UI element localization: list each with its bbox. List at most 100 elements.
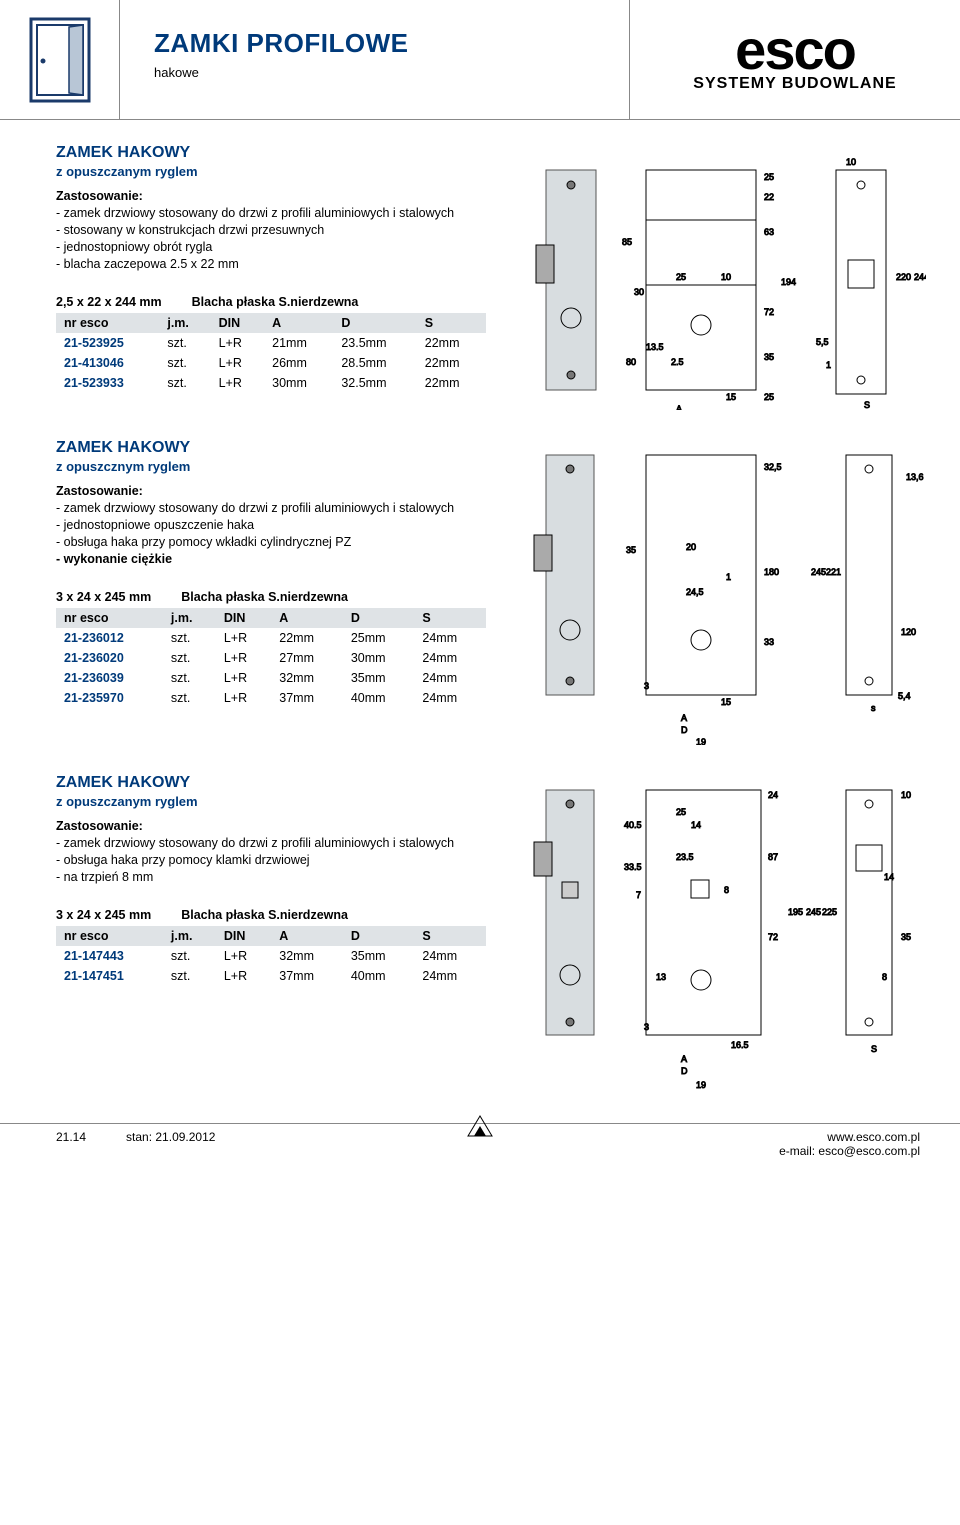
col-s: S	[417, 313, 486, 333]
svg-text:245: 245	[811, 567, 826, 577]
svg-text:194: 194	[781, 277, 796, 287]
cell: L+R	[216, 946, 271, 966]
cell: L+R	[216, 688, 271, 708]
cell: szt.	[159, 373, 210, 393]
svg-text:14: 14	[691, 820, 701, 830]
cell: L+R	[216, 668, 271, 688]
spec-dims: 2,5 x 22 x 244 mm	[56, 295, 162, 309]
sku: 21-235970	[56, 688, 163, 708]
svg-text:220: 220	[896, 272, 911, 282]
section-title: ZAMEK HAKOWY	[56, 774, 496, 792]
svg-text:14: 14	[884, 872, 894, 882]
door-icon-box	[0, 0, 120, 119]
table-row: 21-236012 szt. L+R 22mm 25mm 24mm	[56, 628, 486, 648]
bullet: - zamek drzwiowy stosowany do drzwi z pr…	[56, 835, 496, 852]
cell: 24mm	[414, 668, 486, 688]
bullet: - zamek drzwiowy stosowany do drzwi z pr…	[56, 500, 496, 517]
svg-text:25: 25	[764, 172, 774, 182]
svg-text:35: 35	[626, 545, 636, 555]
cell: 23.5mm	[333, 333, 416, 353]
cell: 21mm	[264, 333, 333, 353]
cell: szt.	[163, 966, 216, 986]
col-jm: j.m.	[159, 313, 210, 333]
spec-table: nr esco j.m. DIN A D S 21-236012 szt. L+…	[56, 608, 486, 708]
cell: L+R	[211, 353, 265, 373]
cell: 28.5mm	[333, 353, 416, 373]
spec-label: 3 x 24 x 245 mm Blacha płaska S.nierdzew…	[56, 590, 496, 604]
svg-text:19: 19	[696, 1080, 706, 1090]
cell: 35mm	[343, 668, 415, 688]
col-d: D	[333, 313, 416, 333]
svg-text:23.5: 23.5	[676, 852, 694, 862]
bullets: - zamek drzwiowy stosowany do drzwi z pr…	[56, 500, 496, 568]
diagram-area: 32,5 13,6 35 20 180 1 24,5 245 221 33 3 …	[526, 439, 926, 748]
svg-text:25: 25	[676, 807, 686, 817]
svg-text:3: 3	[644, 1022, 649, 1032]
svg-text:35: 35	[764, 352, 774, 362]
footer-email: e-mail: esco@esco.com.pl	[779, 1144, 920, 1158]
svg-text:1: 1	[826, 360, 831, 370]
cell: szt.	[163, 668, 216, 688]
header: ZAMKI PROFILOWE hakowe esco SYSTEMY BUDO…	[0, 0, 960, 120]
svg-text:63: 63	[764, 227, 774, 237]
logo-sub: SYSTEMY BUDOWLANE	[693, 75, 896, 93]
svg-text:10: 10	[721, 272, 731, 282]
cell: szt.	[159, 333, 210, 353]
spec-label: 3 x 24 x 245 mm Blacha płaska S.nierdzew…	[56, 908, 496, 922]
table-row: 21-523933 szt. L+R 30mm 32.5mm 22mm	[56, 373, 486, 393]
bullet: - obsługa haka przy pomocy wkładki cylin…	[56, 534, 496, 551]
footer-page: 21.14	[56, 1130, 86, 1158]
table-row: 21-147443 szt. L+R 32mm 35mm 24mm	[56, 946, 486, 966]
cell: 24mm	[414, 628, 486, 648]
cell: L+R	[216, 648, 271, 668]
cell: 40mm	[343, 966, 415, 986]
svg-text:10: 10	[846, 157, 856, 167]
col-nr: nr esco	[56, 313, 159, 333]
cell: 25mm	[343, 628, 415, 648]
col-din: DIN	[216, 926, 271, 946]
col-nr: nr esco	[56, 608, 163, 628]
svg-text:72: 72	[768, 932, 778, 942]
svg-text:A: A	[676, 404, 682, 410]
door-icon	[25, 15, 95, 105]
cell: 37mm	[271, 688, 343, 708]
cell: L+R	[216, 628, 271, 648]
diagram-area: 25 22 63 85 25 10 30 194 72 13.5 80 2.5	[526, 144, 926, 413]
svg-text:33.5: 33.5	[624, 862, 642, 872]
table-row: 21-236020 szt. L+R 27mm 30mm 24mm	[56, 648, 486, 668]
cell: 24mm	[414, 966, 486, 986]
footer: 21.14 stan: 21.09.2012 www.esco.com.pl e…	[0, 1123, 960, 1158]
cell: szt.	[163, 946, 216, 966]
svg-text:24,5: 24,5	[686, 587, 704, 597]
spec-material: Blacha płaska S.nierdzewna	[192, 295, 359, 309]
diagram-area: 24 25 40.5 14 33.5 23.5 87 8 7 72 195 24…	[526, 774, 926, 1093]
svg-text:15: 15	[721, 697, 731, 707]
cell: 24mm	[414, 688, 486, 708]
footer-left: 21.14 stan: 21.09.2012	[56, 1130, 215, 1158]
spec-dims: 3 x 24 x 245 mm	[56, 908, 151, 922]
section-3: ZAMEK HAKOWY z opuszczanym ryglem Zastos…	[56, 774, 920, 1093]
svg-text:120: 120	[901, 627, 916, 637]
svg-text:5,4: 5,4	[898, 691, 911, 701]
col-s: S	[414, 926, 486, 946]
col-jm: j.m.	[163, 926, 216, 946]
svg-text:s: s	[871, 703, 876, 713]
spec-table: nr esco j.m. DIN A D S 21-147443 szt. L+…	[56, 926, 486, 986]
triangle-logo-icon	[466, 1114, 494, 1138]
spec-label: 2,5 x 22 x 244 mm Blacha płaska S.nierdz…	[56, 295, 496, 309]
svg-text:32,5: 32,5	[764, 462, 782, 472]
logo-box: esco SYSTEMY BUDOWLANE	[630, 0, 960, 119]
svg-text:72: 72	[764, 307, 774, 317]
cell: 22mm	[417, 373, 486, 393]
table-header-row: nr esco j.m. DIN A D S	[56, 926, 486, 946]
section-title: ZAMEK HAKOWY	[56, 144, 496, 162]
bullet-bold: - wykonanie ciężkie	[56, 551, 496, 568]
svg-text:30: 30	[634, 287, 644, 297]
footer-right: www.esco.com.pl e-mail: esco@esco.com.pl	[779, 1130, 920, 1158]
page-title: ZAMKI PROFILOWE	[154, 28, 629, 59]
svg-text:245: 245	[806, 907, 821, 917]
footer-date: stan: 21.09.2012	[126, 1130, 215, 1158]
cell: L+R	[211, 373, 265, 393]
spec-material: Blacha płaska S.nierdzewna	[181, 908, 348, 922]
bullet: - zamek drzwiowy stosowany do drzwi z pr…	[56, 205, 496, 222]
